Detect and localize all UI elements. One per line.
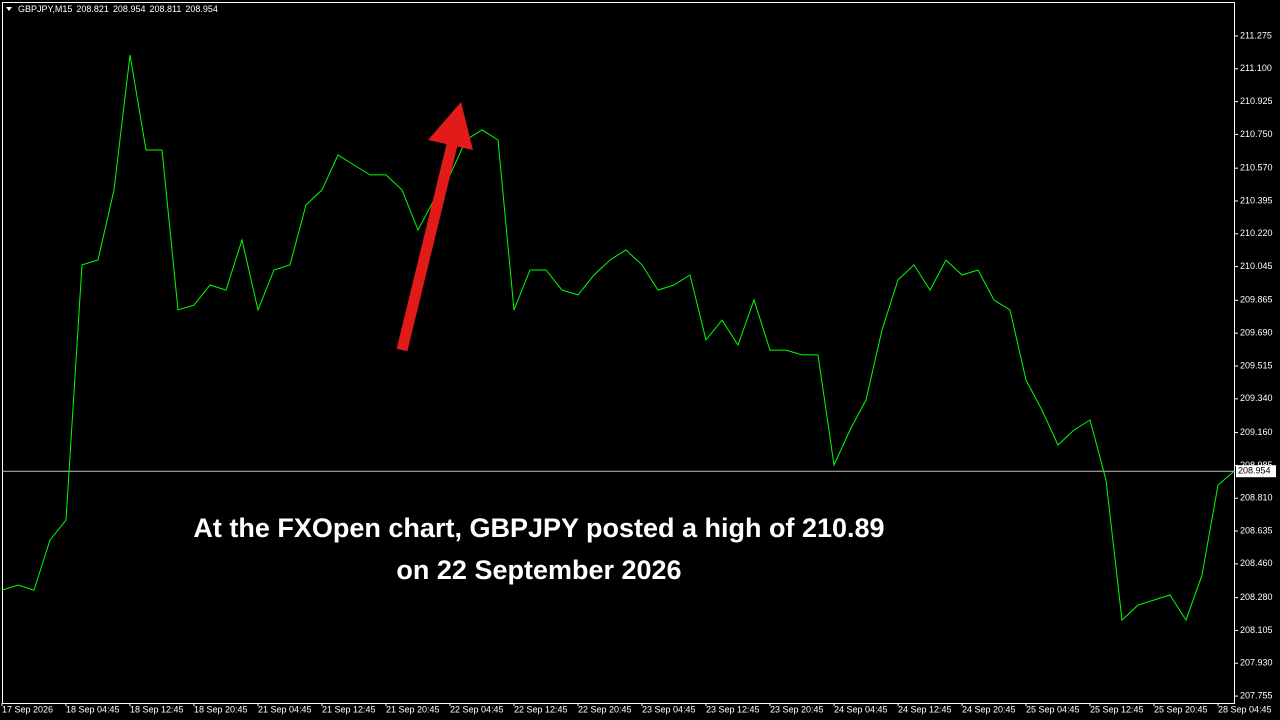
x-tick-label: 21 Sep 12:45 — [322, 704, 376, 714]
annotation-line: At the FXOpen chart, GBPJPY posted a hig… — [193, 513, 884, 543]
arrow-shaft — [396, 143, 458, 352]
close: 208.954 — [185, 4, 218, 14]
plot-frame — [2, 2, 1235, 704]
price-label-box — [1236, 465, 1276, 478]
low: 208.811 — [149, 4, 181, 14]
y-tick-label: 211.275 — [1240, 30, 1272, 40]
y-tick-label: 209.690 — [1240, 328, 1273, 338]
x-tick-label: 21 Sep 20:45 — [386, 704, 440, 714]
y-tick-label: 208.635 — [1240, 525, 1273, 535]
y-tick-label: 211.100 — [1240, 63, 1272, 73]
y-tick-label: 210.925 — [1240, 96, 1273, 106]
x-tick-label: 23 Sep 04:45 — [642, 704, 696, 714]
plot: 211.275 211.100 210.925 210.750 210.570 210.3… — [1, 30, 1276, 714]
x-tick-label: 24 Sep 04:45 — [834, 704, 888, 714]
y-tick-label: 210.395 — [1240, 195, 1273, 205]
y-tick-label: 209.160 — [1240, 427, 1273, 437]
arrow — [396, 102, 473, 352]
y-tick-label: 208.105 — [1240, 625, 1273, 635]
x-tick-label: 22 Sep 20:45 — [578, 704, 632, 714]
y-tick-label: 209.340 — [1240, 393, 1273, 403]
x-tick-label: 18 Sep 04:45 — [66, 704, 120, 714]
y-tick-label: 210.220 — [1240, 228, 1273, 238]
x-tick-label: 18 Sep 12:45 — [130, 704, 184, 714]
x-tick-label: 22 Sep 04:45 — [450, 704, 504, 714]
price-line-series — [1, 54, 1235, 622]
x-tick-label: 24 Sep 12:45 — [898, 704, 952, 714]
y-tick-label: 207.755 — [1240, 690, 1273, 700]
y-tick-label: 209.865 — [1240, 295, 1273, 305]
y-tick-label: 210.750 — [1240, 129, 1273, 139]
x-tick-label: 23 Sep 12:45 — [706, 704, 760, 714]
high: 208.954 — [113, 4, 146, 14]
y-tick-label: 210.570 — [1240, 163, 1273, 173]
open: 208.821 — [76, 4, 109, 14]
annotation-line: on 22 September 2026 — [396, 555, 681, 585]
x-tick-label: 22 Sep 12:45 — [514, 704, 568, 714]
menu-triangle[interactable] — [6, 7, 12, 11]
x-tick-label: 21 Sep 04:45 — [258, 704, 312, 714]
symbol: GBPJPY,M15 — [18, 4, 72, 14]
y-tick-label: 207.930 — [1240, 658, 1273, 668]
header: GBPJPY,M15 208.821 208.954 208.811 208.954 — [18, 4, 218, 14]
x-tick-label: 25 Sep 12:45 — [1090, 704, 1144, 714]
y-tick-label: 208.280 — [1240, 592, 1273, 602]
y-tick-label: 208.985 — [1240, 460, 1273, 470]
arrow-head — [428, 102, 473, 150]
y-tick-label: 208.810 — [1240, 493, 1273, 503]
x-tick-label: 24 Sep 20:45 — [962, 704, 1016, 714]
y-tick-label: 208.460 — [1240, 558, 1273, 568]
x-tick-label: 18 Sep 20:45 — [194, 704, 248, 714]
x-tick-label: 25 Sep 20:45 — [1154, 704, 1208, 714]
price-label: 208.954 — [1238, 466, 1271, 476]
x-tick-label: 23 Sep 20:45 — [770, 704, 824, 714]
y-tick-label: 209.515 — [1240, 360, 1273, 370]
x-tick-label: 25 Sep 04:45 — [1026, 704, 1080, 714]
x-tick-label: 17 Sep 2026 — [2, 704, 53, 714]
x-tick-label: 28 Sep 04:45 — [1218, 704, 1272, 714]
y-tick-label: 210.045 — [1240, 261, 1273, 271]
